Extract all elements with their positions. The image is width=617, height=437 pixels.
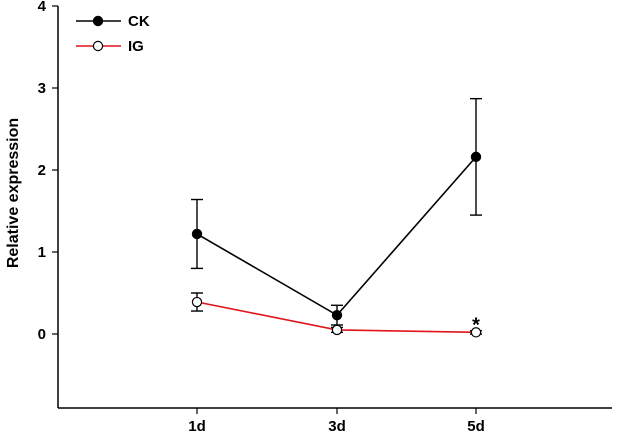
legend-label: IG xyxy=(128,38,144,55)
y-ticks: 0 1 2 3 4 xyxy=(38,0,58,343)
significance-asterisk: * xyxy=(472,314,480,336)
x-tick-label: 1d xyxy=(188,418,206,435)
y-tick-label: 0 xyxy=(38,326,46,343)
y-tick-label: 2 xyxy=(38,162,46,179)
data-point xyxy=(470,327,482,338)
data-point xyxy=(191,228,203,240)
legend-marker xyxy=(92,15,104,27)
legend-item-ck: CK xyxy=(76,13,150,30)
series-ig xyxy=(191,292,482,338)
legend-marker xyxy=(92,40,104,52)
series-line xyxy=(196,156,477,317)
legend: CK IG xyxy=(76,13,150,55)
annotations: * xyxy=(472,314,480,336)
legend-item-ig: IG xyxy=(76,38,144,55)
data-point xyxy=(331,324,343,336)
x-tick-label: 5d xyxy=(467,418,485,435)
series-layer xyxy=(191,97,482,338)
series-ck xyxy=(191,97,482,326)
y-tick-label: 4 xyxy=(38,0,47,15)
x-tick-label: 3d xyxy=(328,418,346,435)
y-axis-label: Relative expression xyxy=(5,118,22,268)
data-point xyxy=(470,151,482,163)
data-point xyxy=(191,296,203,308)
y-tick-label: 3 xyxy=(38,80,46,97)
x-ticks: 1d 3d 5d xyxy=(188,408,485,435)
data-point xyxy=(331,309,343,321)
y-tick-label: 1 xyxy=(38,244,46,261)
axes xyxy=(57,6,612,409)
legend-label: CK xyxy=(128,13,150,30)
